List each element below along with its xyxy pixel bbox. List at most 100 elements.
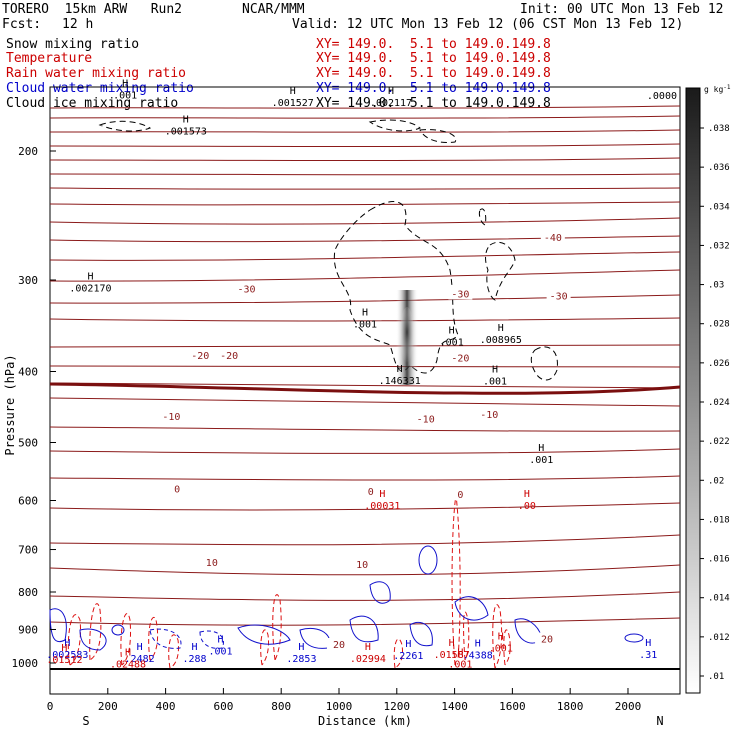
max-marker: H (538, 443, 544, 454)
max-marker: H (362, 307, 368, 318)
isotherm-label-bg (448, 351, 473, 364)
max-marker: H (645, 638, 651, 649)
max-value: .001 (529, 455, 553, 466)
isotherm-label-bg (350, 557, 375, 570)
isotherm-label: -20 (451, 354, 469, 365)
field-label-rain: Rain water mixing ratio (6, 66, 187, 81)
isotherm-label: -30 (550, 292, 568, 303)
colorbar-unit: g kg-1 (704, 84, 731, 94)
max-marker: H (498, 323, 504, 334)
max-marker: H (298, 642, 304, 653)
x-tick-label: 1600 (499, 700, 526, 713)
isotherm-label: 20 (541, 635, 553, 646)
max-value: .008965 (480, 335, 522, 346)
max-marker: H (64, 638, 70, 649)
cloud-water-dashed (149, 628, 224, 649)
colorbar-tick-label: .038 (708, 124, 730, 134)
forecast-label: Fcst: (2, 17, 42, 32)
max-marker: H (397, 364, 403, 375)
max-marker: H (290, 86, 296, 97)
field-label-temperature: Temperature (6, 51, 93, 66)
forecast-value: 12 h (62, 17, 94, 32)
max-marker: H (61, 643, 67, 654)
y-axis-ticks: 200 300 400 500 600 700 800 900 1000 (12, 145, 56, 670)
isotherm-label-bg (535, 632, 560, 645)
isotherm-label: -40 (544, 233, 562, 244)
plot-frame (49, 86, 681, 695)
max-value: .2482 (125, 654, 155, 665)
isotherm-label-bg (199, 556, 224, 569)
colorbar-tick-label: .018 (708, 515, 730, 525)
max-value: .4388 (463, 650, 493, 661)
max-value: .001527 (272, 98, 314, 109)
field-xy-snow: XY= 149.0. 5.1 to 149.0.149.8 (316, 37, 551, 52)
isotherms (49, 105, 681, 626)
max-value: .2261 (393, 651, 423, 662)
max-value: .146331 (379, 376, 421, 387)
y-tick-label: 700 (18, 544, 38, 557)
isotherm-label-bg (234, 282, 259, 295)
max-value: .001 (353, 319, 377, 330)
max-value: .02994 (350, 654, 386, 665)
max-marker: H (524, 489, 530, 500)
isotherm-label-bg (217, 349, 242, 362)
max-value: .001573 (165, 126, 207, 137)
model-title: TORERO 15km ARW Run2 (2, 2, 183, 17)
max-marker: H (125, 648, 131, 659)
colorbar-tick-label: .022 (708, 437, 730, 447)
colorbar-tick-label: .032 (708, 241, 730, 251)
colorbar (685, 87, 701, 694)
isotherm-label: -10 (162, 412, 180, 423)
max-marker: H (449, 638, 455, 649)
x-axis-title: Distance (km) (318, 714, 412, 728)
isotherm-label: 0 (368, 487, 374, 498)
max-marker: H (87, 271, 93, 282)
max-value: .001 (208, 647, 232, 658)
max-marker: H (379, 489, 385, 500)
max-value: .31 (639, 650, 657, 661)
colorbar-top-label: .0000 (647, 91, 677, 102)
max-marker: H (365, 642, 371, 653)
y-tick-label: 500 (18, 436, 38, 449)
isotherm-label: -10 (417, 415, 435, 426)
x-tick-label: 1200 (384, 700, 411, 713)
max-value: .002117 (370, 98, 412, 109)
x-tick-label: 200 (98, 700, 118, 713)
colorbar-tick-label: .026 (708, 359, 730, 369)
max-value: .01587 (434, 650, 470, 661)
max-value: .001 (483, 377, 507, 388)
max-marker: H (217, 635, 223, 646)
max-marker: H (449, 325, 455, 336)
isotherm-label-bg (546, 289, 571, 302)
max-marker: H (388, 86, 394, 97)
field-xy-cloud-water: XY= 149.0. 5.1 to 149.0.149.8 (316, 81, 551, 96)
x-tick-label: 2000 (615, 700, 642, 713)
max-value: .001 (440, 337, 464, 348)
isotherm-label-bg (413, 412, 438, 425)
x-tick-label: 0 (47, 700, 54, 713)
rain-contours (67, 494, 511, 669)
colorbar-tick-label: .02 (708, 476, 724, 486)
freezing-level (49, 382, 681, 395)
x-tick-label: 1000 (326, 700, 353, 713)
isotherm-label: -20 (191, 351, 209, 362)
isotherm-label-bg (165, 482, 190, 495)
max-marker: H (405, 639, 411, 650)
isotherm-label-bg (159, 409, 184, 422)
cloud-ice-contours (98, 119, 558, 381)
isotherm-label: 0 (174, 485, 180, 496)
max-marker: H (183, 114, 189, 125)
isotherm-label-bg (188, 349, 213, 362)
max-value: .01512 (46, 655, 82, 666)
isotherm-label: -30 (237, 284, 255, 295)
colorbar-tick-label: .014 (708, 594, 730, 604)
y-tick-label: 600 (18, 494, 38, 507)
x-tick-label: 400 (156, 700, 176, 713)
field-label-snow: Snow mixing ratio (6, 37, 140, 52)
isotherm-label-bg (540, 230, 565, 243)
x-tick-label: 1800 (557, 700, 584, 713)
y-tick-label: 300 (18, 274, 38, 287)
y-tick-label: 400 (18, 366, 38, 379)
